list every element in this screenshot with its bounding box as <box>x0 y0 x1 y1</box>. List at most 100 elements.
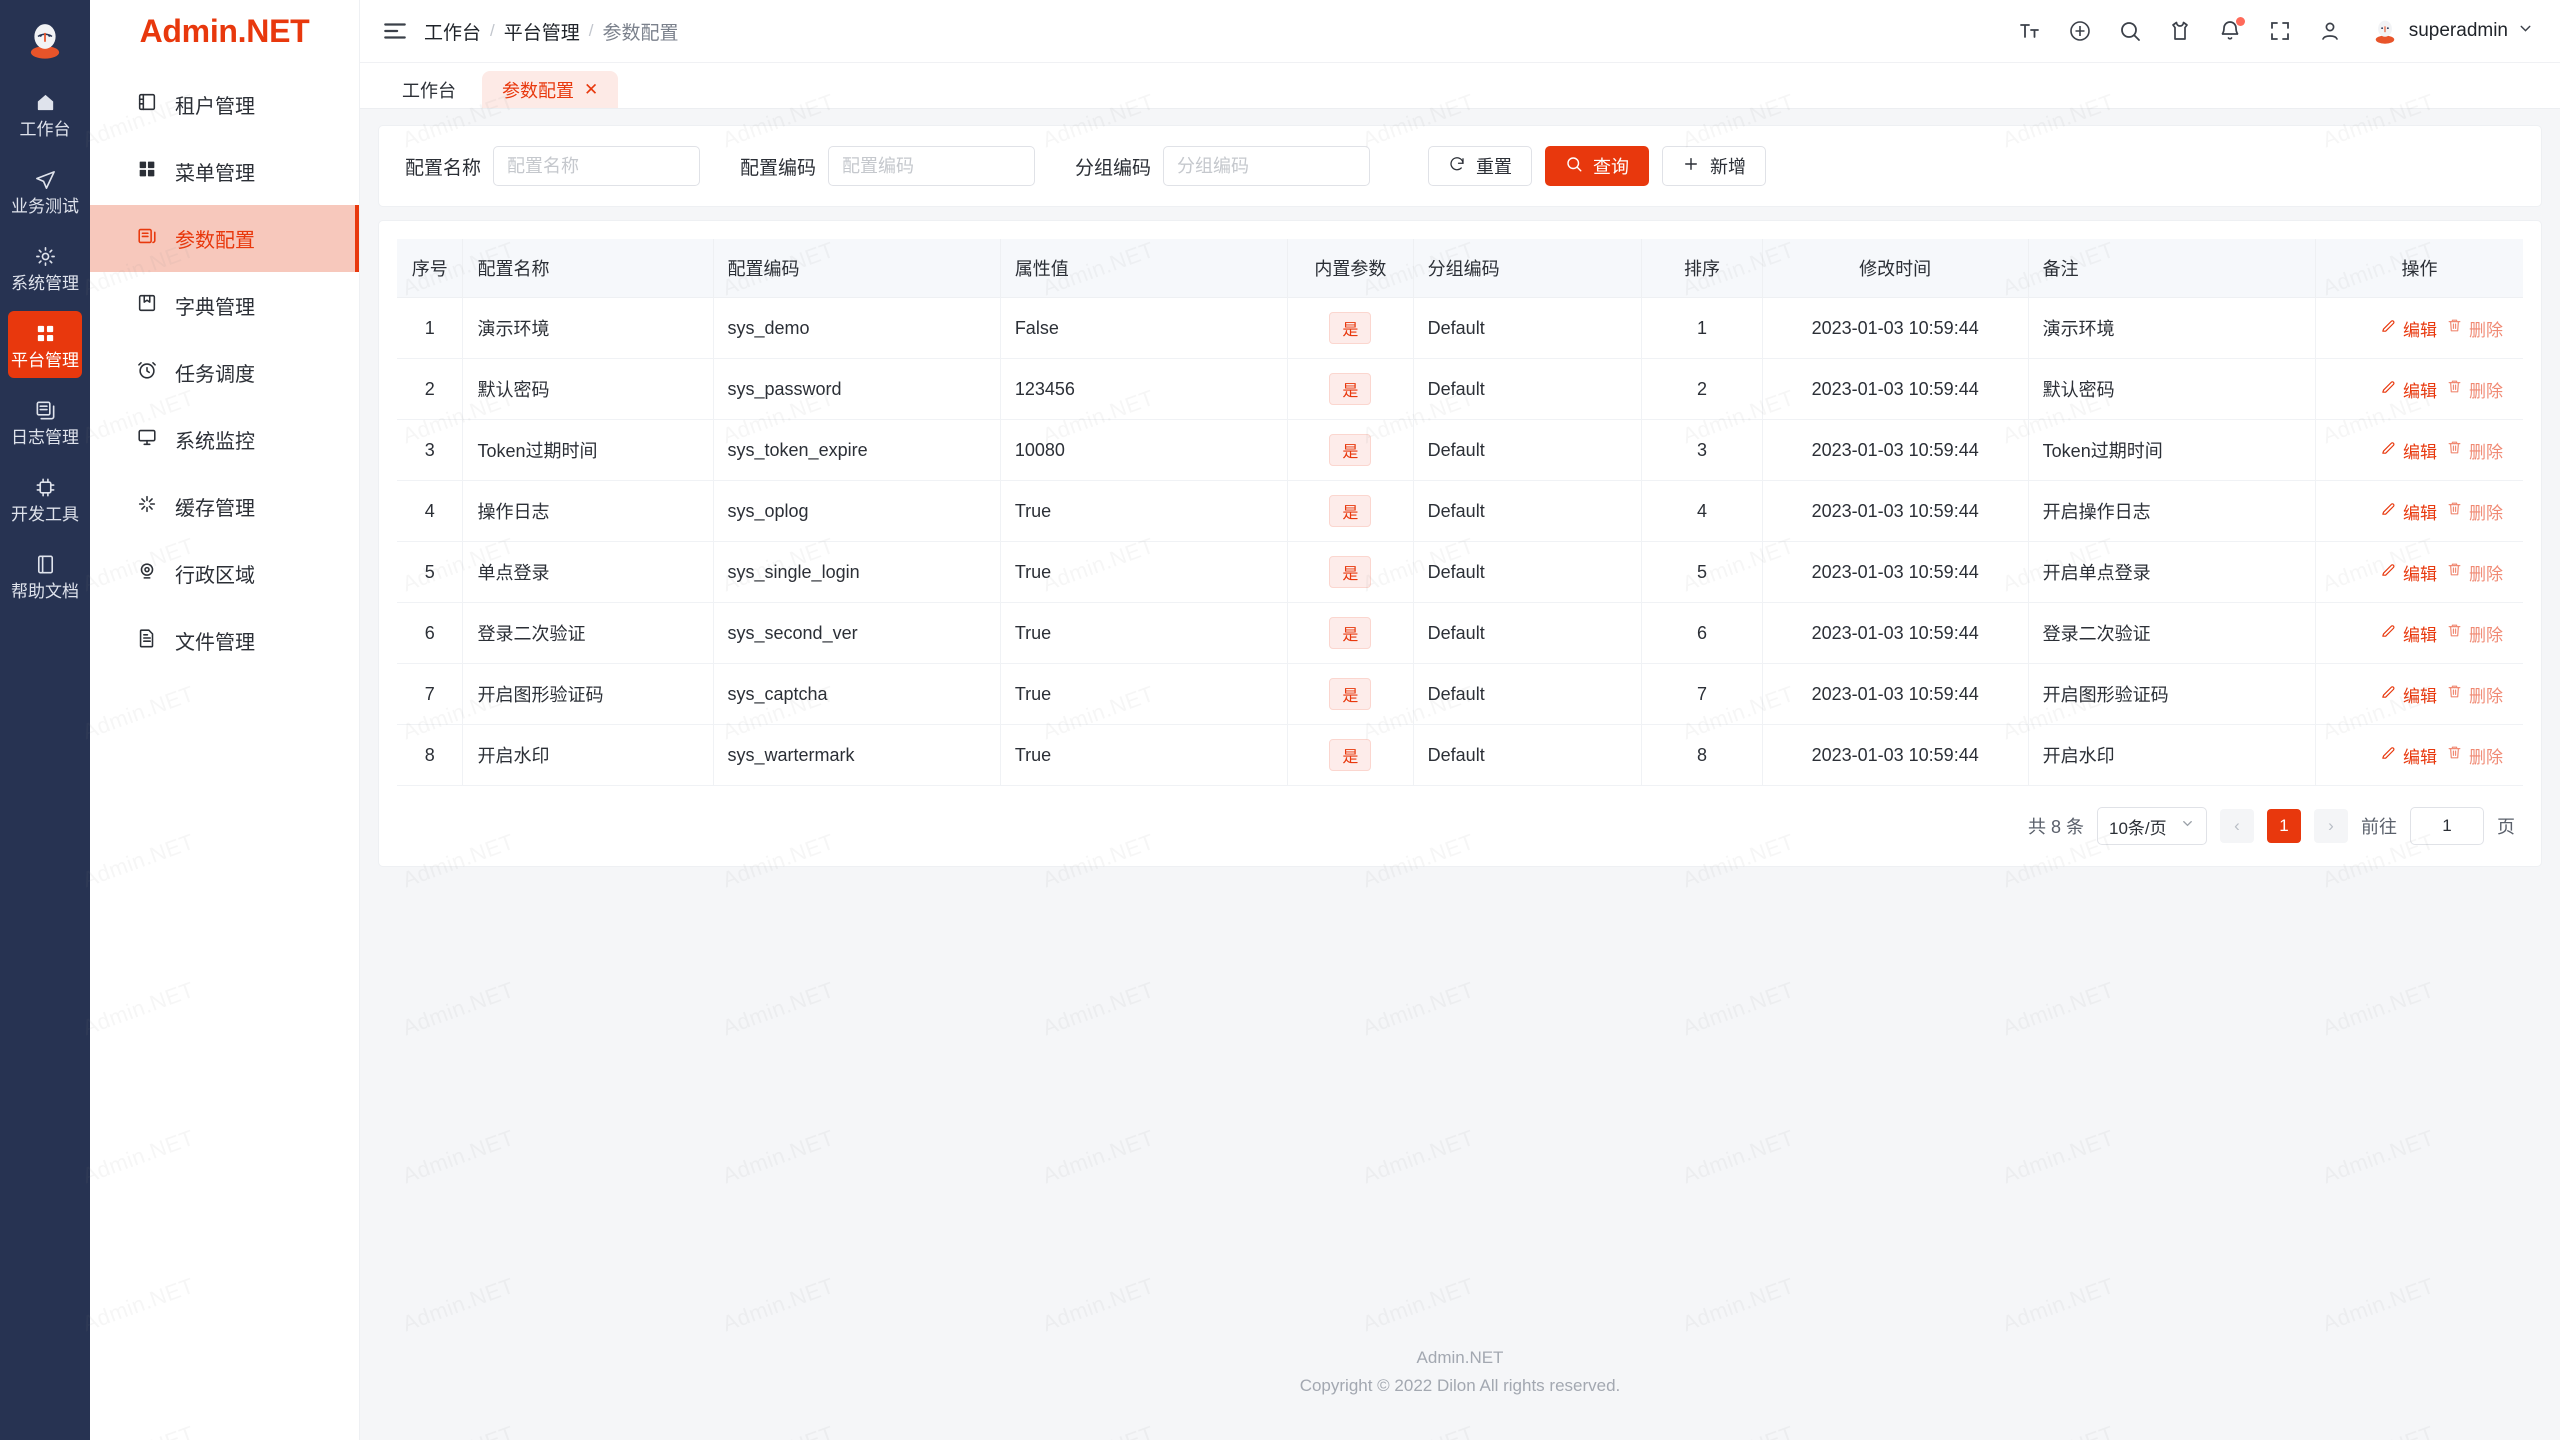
edit-row-button[interactable]: 编辑 <box>2380 377 2437 402</box>
table-row[interactable]: 6 登录二次验证 sys_second_ver True 是 Default 6 2023-0… <box>397 602 2523 664</box>
trash-icon <box>2446 317 2463 339</box>
query-button[interactable]: 查询 <box>1545 146 1650 186</box>
close-icon[interactable]: ✕ <box>584 80 599 99</box>
menu-fold-icon[interactable] <box>382 18 408 44</box>
cell-index: 6 <box>397 602 464 664</box>
sidebar-item-label: 行政区域 <box>175 565 255 587</box>
delete-row-button[interactable]: 删除 <box>2446 560 2503 585</box>
sidebar-item-1[interactable]: 菜单管理 <box>90 138 359 205</box>
breadcrumb-item-1[interactable]: 平台管理 <box>503 22 580 44</box>
prev-page-button[interactable]: ‹ <box>2220 809 2254 843</box>
search-input-1[interactable] <box>828 146 1036 186</box>
delete-row-button[interactable]: 删除 <box>2446 621 2503 646</box>
sidebar-item-5[interactable]: 系统监控 <box>90 406 359 473</box>
delete-row-button[interactable]: 删除 <box>2446 316 2503 341</box>
table-row[interactable]: 5 单点登录 sys_single_login True 是 Default 5 2023-0… <box>397 541 2523 603</box>
rail-item-0[interactable]: 工作台 <box>8 80 82 147</box>
rail-item-4[interactable]: 日志管理 <box>8 388 82 455</box>
cell-builtin: 是 <box>1287 663 1414 725</box>
account-icon[interactable] <box>2318 19 2342 43</box>
notification-icon[interactable] <box>2218 17 2245 43</box>
sidebar-item-2[interactable]: 参数配置 <box>90 205 359 272</box>
cell-code: sys_password <box>713 358 1001 420</box>
delete-row-button[interactable]: 删除 <box>2446 743 2503 768</box>
refresh-icon <box>1448 155 1466 178</box>
user-menu[interactable]: superadmin <box>2370 16 2534 46</box>
delete-row-button[interactable]: 删除 <box>2446 682 2503 707</box>
sidebar-item-3[interactable]: 字典管理 <box>90 272 359 339</box>
rail-item-6[interactable]: 帮助文档 <box>8 542 82 609</box>
notification-badge <box>2235 17 2245 26</box>
edit-row-button[interactable]: 编辑 <box>2380 682 2437 707</box>
tab-bar: 工作台 参数配置 ✕ <box>360 63 2560 109</box>
edit-row-button[interactable]: 编辑 <box>2380 499 2437 524</box>
edit-icon <box>2380 561 2397 583</box>
status-badge: 是 <box>1329 495 1372 527</box>
edit-row-button[interactable]: 编辑 <box>2380 316 2437 341</box>
rail-item-2[interactable]: 系统管理 <box>8 234 82 301</box>
submenu-list: 租户管理 菜单管理 参数配置 字典管理 任务调度 系统监控 缓存管理行政区域文件管理 <box>90 63 359 674</box>
cell-name: 操作日志 <box>462 480 714 542</box>
add-button[interactable]: 新增 <box>1662 146 1767 186</box>
cell-memo: 开启图形验证码 <box>2028 663 2316 725</box>
edit-row-button[interactable]: 编辑 <box>2380 621 2437 646</box>
page-size-select[interactable]: 10条/页 <box>2097 807 2207 845</box>
table-row[interactable]: 1 演示环境 sys_demo False 是 Default 1 2023-01-03 10… <box>397 297 2523 359</box>
cell-time: 2023-01-03 10:59:44 <box>1762 358 2029 420</box>
sidebar-item-8[interactable]: 文件管理 <box>90 607 359 674</box>
sidebar-item-7[interactable]: 行政区域 <box>90 540 359 607</box>
tab-0[interactable]: 工作台 <box>382 71 476 108</box>
sidebar-item-0[interactable]: 租户管理 <box>90 71 359 138</box>
edit-row-button[interactable]: 编辑 <box>2380 438 2437 463</box>
user-name: superadmin <box>2408 20 2508 41</box>
breadcrumb-item-0[interactable]: 工作台 <box>424 22 482 44</box>
edit-row-button[interactable]: 编辑 <box>2380 560 2437 585</box>
cell-actions: 编辑 删除 <box>2315 602 2523 664</box>
rail-item-1[interactable]: 业务测试 <box>8 157 82 224</box>
font-size-icon[interactable] <box>2018 19 2042 43</box>
brand-title: Admin.NET <box>139 13 310 49</box>
next-page-button[interactable]: › <box>2314 809 2348 843</box>
pagination: 共 8 条 10条/页 ‹ 1 › 前往 页 <box>397 786 2523 866</box>
reset-button[interactable]: 重置 <box>1428 146 1533 186</box>
sidebar-item-4[interactable]: 任务调度 <box>90 339 359 406</box>
jump-label: 前往 <box>2361 817 2397 837</box>
rail-item-5[interactable]: 开发工具 <box>8 465 82 532</box>
search-icon[interactable] <box>2118 19 2142 43</box>
rail-item-3[interactable]: 平台管理 <box>8 311 82 378</box>
cell-builtin: 是 <box>1287 541 1414 603</box>
theme-icon[interactable] <box>2168 19 2192 43</box>
tab-1[interactable]: 参数配置 ✕ <box>482 71 619 108</box>
cache-icon <box>136 493 158 521</box>
file-icon <box>136 627 158 655</box>
edit-row-button[interactable]: 编辑 <box>2380 743 2437 768</box>
search-input-2[interactable] <box>1163 146 1371 186</box>
status-badge: 是 <box>1329 556 1372 588</box>
table-row[interactable]: 8 开启水印 sys_wartermark True 是 Default 8 2023-01-… <box>397 724 2523 786</box>
search-field-label: 分组编码 <box>1075 157 1152 179</box>
table-row[interactable]: 4 操作日志 sys_oplog True 是 Default 4 2023-01-03 10… <box>397 480 2523 542</box>
cell-builtin: 是 <box>1287 358 1414 420</box>
table-row[interactable]: 7 开启图形验证码 sys_captcha True 是 Default 7 2023-01-… <box>397 663 2523 725</box>
cell-name: 开启图形验证码 <box>462 663 714 725</box>
action-label: 编辑 <box>2403 442 2437 462</box>
sidebar-item-6[interactable]: 缓存管理 <box>90 473 359 540</box>
send-icon <box>34 168 57 191</box>
header-actions: superadmin <box>2018 16 2534 46</box>
column-header-group: 分组编码 <box>1413 239 1643 298</box>
delete-row-button[interactable]: 删除 <box>2446 377 2503 402</box>
page-number-1[interactable]: 1 <box>2267 809 2301 843</box>
column-header-memo: 备注 <box>2028 239 2316 298</box>
page-jump-input[interactable] <box>2410 807 2484 845</box>
table-row[interactable]: 2 默认密码 sys_password 123456 是 Default 2 2023-01-… <box>397 358 2523 420</box>
trash-icon <box>2446 561 2463 583</box>
language-icon[interactable] <box>2068 19 2092 43</box>
table-row[interactable]: 3 Token过期时间 sys_token_expire 10080 是 Default 3… <box>397 419 2523 481</box>
cell-time: 2023-01-03 10:59:44 <box>1762 663 2029 725</box>
cell-name: 演示环境 <box>462 297 714 359</box>
delete-row-button[interactable]: 删除 <box>2446 438 2503 463</box>
delete-row-button[interactable]: 删除 <box>2446 499 2503 524</box>
search-input-0[interactable] <box>493 146 701 186</box>
edit-icon <box>2380 378 2397 400</box>
fullscreen-icon[interactable] <box>2268 19 2292 43</box>
